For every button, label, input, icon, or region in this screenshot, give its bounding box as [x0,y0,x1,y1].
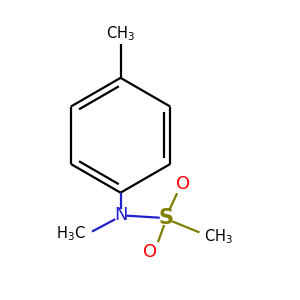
Text: O: O [143,243,157,261]
Text: N: N [114,206,127,224]
Text: S: S [159,208,174,228]
Text: CH$_3$: CH$_3$ [205,227,233,246]
Text: H$_3$C: H$_3$C [56,225,85,243]
Text: CH$_3$: CH$_3$ [106,24,135,43]
Text: O: O [176,176,190,194]
